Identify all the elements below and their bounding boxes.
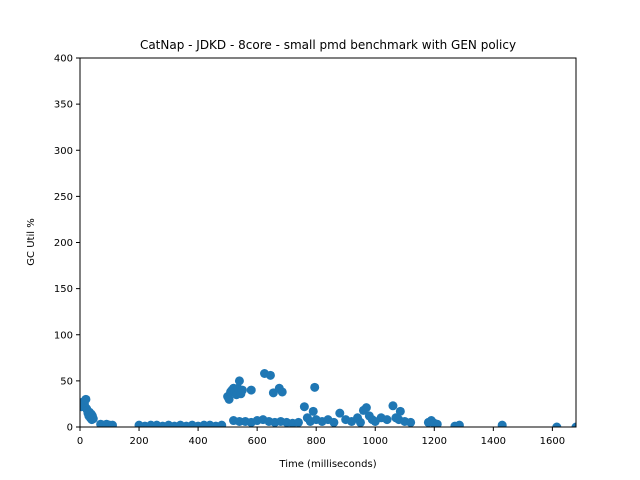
data-point [335,408,345,418]
data-point [361,403,371,413]
x-axis: 0 200 400 600 800 1000 1200 1400 1600 [77,427,565,447]
data-point [293,417,303,427]
data-point [329,417,339,427]
y-tick-label: 0 [67,423,73,434]
x-tick-label: 800 [307,436,326,447]
y-axis: 0 50 100 150 200 250 300 350 400 [54,54,80,434]
data-point [81,394,91,404]
data-point [432,419,442,427]
x-tick-label: 1200 [422,436,447,447]
data-point [310,382,320,392]
data-point [88,414,98,424]
x-tick-label: 600 [248,436,267,447]
x-tick-label: 200 [130,436,149,447]
data-point [388,401,398,411]
data-point [382,415,392,425]
x-tick-label: 400 [189,436,208,447]
plot-frame [79,57,577,428]
y-tick-label: 300 [54,146,73,157]
x-tick-label: 1000 [363,436,388,447]
data-point [246,385,256,395]
data-point [234,376,244,386]
data-point [497,420,507,427]
data-point [355,417,365,427]
x-axis-title: Time (milliseconds) [278,459,376,470]
y-tick-label: 150 [54,284,73,295]
data-point [552,422,562,427]
data-point [107,420,117,427]
data-point [217,420,227,427]
data-point [299,402,309,412]
data-point [265,370,275,380]
data-point [308,406,318,416]
x-tick-label: 0 [77,436,83,447]
y-axis-title: GC Util % [26,218,37,265]
y-tick-label: 50 [60,376,73,387]
y-tick-label: 350 [54,100,73,111]
data-point [454,420,464,427]
data-point [571,422,576,427]
y-tick-label: 400 [54,54,73,65]
data-point [277,387,287,397]
chart-title: CatNap - JDKD - 8core - small pmd benchm… [140,38,516,52]
data-point [224,394,234,404]
data-point [406,417,416,427]
data-point [395,406,405,416]
y-tick-label: 250 [54,192,73,203]
y-tick-label: 200 [54,238,73,249]
plot-area [80,368,576,427]
y-tick-label: 100 [54,330,73,341]
x-tick-label: 1600 [540,436,565,447]
x-tick-label: 1400 [481,436,506,447]
data-point [237,385,247,395]
